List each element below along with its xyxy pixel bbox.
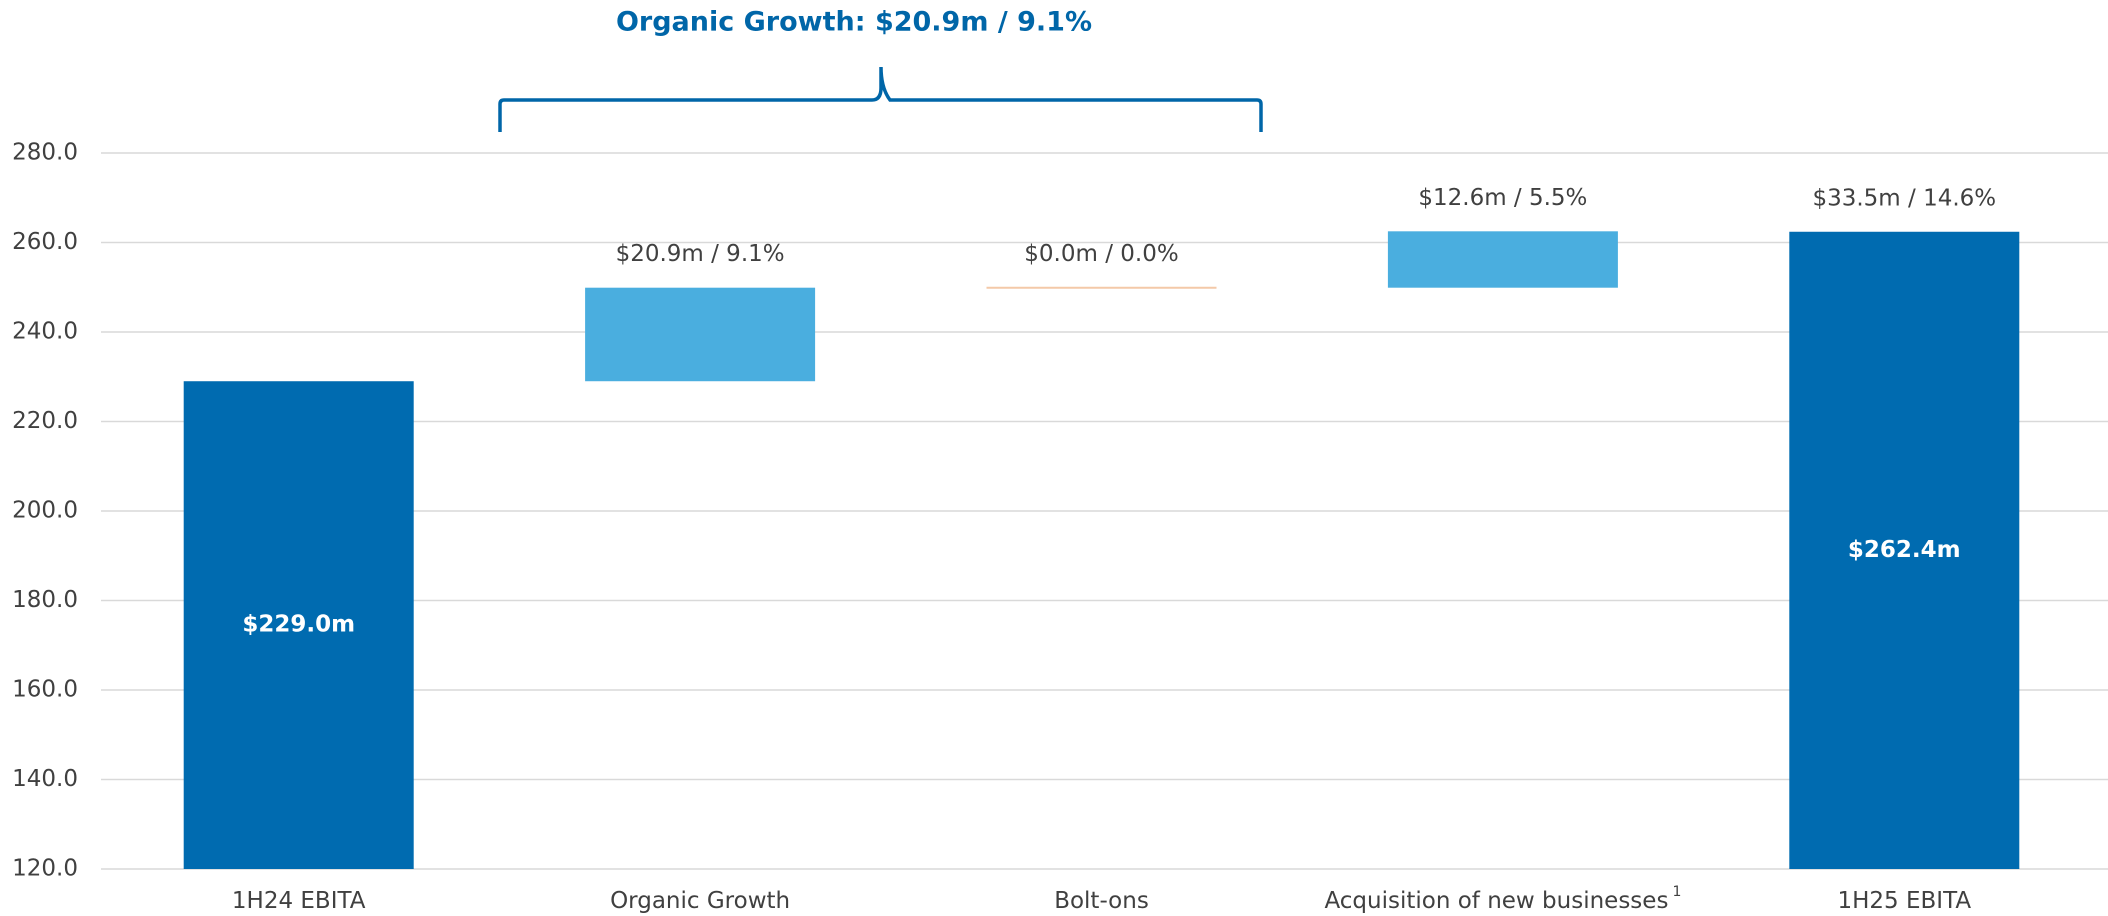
bar xyxy=(183,381,414,869)
x-tick-label: Bolt-ons xyxy=(1054,888,1149,914)
value-label: $229.0m xyxy=(242,612,355,638)
value-label: $20.9m / 9.1% xyxy=(616,241,785,267)
y-tick-label: 220.0 xyxy=(12,408,78,434)
y-tick-label: 160.0 xyxy=(12,677,78,703)
x-tick-label: 1H25 EBITA xyxy=(1837,888,1971,914)
bar xyxy=(1387,231,1618,288)
x-tick-label: Acquisition of new businesses 1 xyxy=(1324,884,1681,914)
category-name: Bolt-ons xyxy=(1054,888,1149,914)
x-tick-label: Organic Growth xyxy=(610,888,790,914)
category-name: 1H24 EBITA xyxy=(232,888,366,914)
bar xyxy=(585,287,816,382)
y-tick-label: 120.0 xyxy=(12,856,78,882)
y-tick-label: 180.0 xyxy=(12,587,78,613)
category-name: Acquisition of new businesses xyxy=(1324,888,1668,914)
x-tick-label: 1H24 EBITA xyxy=(232,888,366,914)
y-tick-label: 260.0 xyxy=(12,229,78,255)
annotation: $33.5m / 14.6% xyxy=(1812,185,1996,211)
chart-title: Organic Growth: $20.9m / 9.1% xyxy=(616,7,1092,38)
y-tick-label: 240.0 xyxy=(12,319,78,345)
value-label: $12.6m / 5.5% xyxy=(1418,185,1587,211)
category-name: Organic Growth xyxy=(610,888,790,914)
bracket xyxy=(498,66,1263,132)
value-label: $262.4m xyxy=(1848,537,1961,563)
footnote-mark: 1 xyxy=(1672,884,1681,900)
category-name: 1H25 EBITA xyxy=(1837,888,1971,914)
value-label: $0.0m / 0.0% xyxy=(1024,241,1178,267)
y-tick-label: 140.0 xyxy=(12,766,78,792)
y-tick-label: 280.0 xyxy=(12,140,78,166)
y-tick-label: 200.0 xyxy=(12,498,78,524)
bar xyxy=(1789,231,2020,869)
